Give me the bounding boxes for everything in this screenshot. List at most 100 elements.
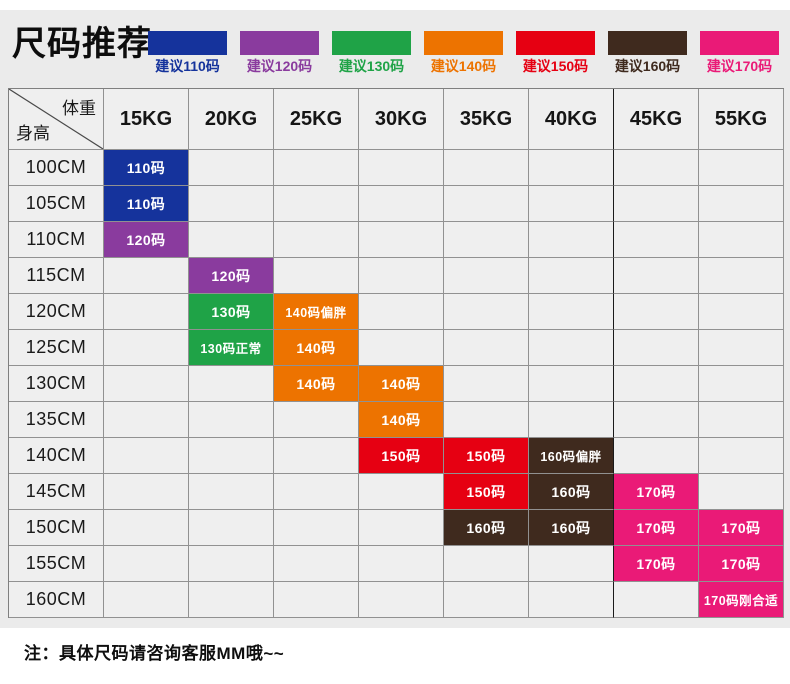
- empty-cell: [274, 546, 359, 582]
- size-table: 体重 身高 15KG 20KG 25KG 30KG 35KG 40KG 45KG 55KG 10…: [8, 88, 784, 618]
- weight-axis-label: 体重: [62, 99, 96, 118]
- weight-column-header: 45KG: [614, 89, 699, 150]
- empty-cell: [529, 186, 614, 222]
- empty-cell: [189, 582, 274, 618]
- corner-header-cell: 体重 身高: [9, 89, 104, 150]
- height-axis-label: 身高: [16, 124, 50, 143]
- legend-label: 建议110码: [155, 58, 220, 74]
- empty-cell: [189, 150, 274, 186]
- empty-cell: [699, 150, 784, 186]
- weight-column-header: 20KG: [189, 89, 274, 150]
- legend-color-swatch: [148, 31, 227, 55]
- empty-cell: [444, 150, 529, 186]
- diagonal-divider-line: [9, 89, 103, 149]
- empty-cell: [189, 474, 274, 510]
- empty-cell: [529, 546, 614, 582]
- empty-cell: [274, 438, 359, 474]
- empty-cell: [359, 330, 444, 366]
- empty-cell: [699, 330, 784, 366]
- legend-color-swatch: [700, 31, 779, 55]
- empty-cell: [359, 258, 444, 294]
- legend-item: 建议110码: [148, 31, 227, 74]
- empty-cell: [699, 474, 784, 510]
- height-row-label: 145CM: [9, 474, 104, 510]
- empty-cell: [104, 438, 189, 474]
- legend-item: 建议120码: [240, 31, 319, 74]
- legend-color-swatch: [516, 31, 595, 55]
- weight-column-header: 15KG: [104, 89, 189, 150]
- empty-cell: [359, 510, 444, 546]
- empty-cell: [359, 186, 444, 222]
- empty-cell: [529, 150, 614, 186]
- height-row-label: 140CM: [9, 438, 104, 474]
- empty-cell: [189, 510, 274, 546]
- height-row-label: 125CM: [9, 330, 104, 366]
- empty-cell: [699, 438, 784, 474]
- empty-cell: [444, 294, 529, 330]
- empty-cell: [104, 366, 189, 402]
- empty-cell: [444, 546, 529, 582]
- size-cell: 150码: [444, 474, 529, 510]
- weight-column-header: 55KG: [699, 89, 784, 150]
- size-cell: 140码: [359, 402, 444, 438]
- empty-cell: [614, 258, 699, 294]
- size-cell: 170码: [699, 510, 784, 546]
- empty-cell: [529, 294, 614, 330]
- size-cell: 150码: [444, 438, 529, 474]
- empty-cell: [444, 186, 529, 222]
- height-row-label: 110CM: [9, 222, 104, 258]
- empty-cell: [699, 222, 784, 258]
- empty-cell: [444, 258, 529, 294]
- height-row-label: 155CM: [9, 546, 104, 582]
- height-row-label: 150CM: [9, 510, 104, 546]
- empty-cell: [614, 222, 699, 258]
- legend-item: 建议170码: [700, 31, 779, 74]
- empty-cell: [189, 366, 274, 402]
- size-cell: 160码: [529, 474, 614, 510]
- empty-cell: [274, 402, 359, 438]
- footer-note: 注：具体尺码请咨询客服MM哦~~: [24, 644, 285, 663]
- empty-cell: [614, 294, 699, 330]
- size-cell: 120码: [189, 258, 274, 294]
- empty-cell: [614, 150, 699, 186]
- empty-cell: [104, 510, 189, 546]
- weight-column-header: 30KG: [359, 89, 444, 150]
- empty-cell: [699, 366, 784, 402]
- empty-cell: [104, 258, 189, 294]
- empty-cell: [189, 438, 274, 474]
- legend-item: 建议160码: [608, 31, 687, 74]
- size-cell: 140码: [359, 366, 444, 402]
- size-cell: 130码: [189, 294, 274, 330]
- empty-cell: [529, 330, 614, 366]
- height-row-label: 105CM: [9, 186, 104, 222]
- size-cell: 170码: [614, 546, 699, 582]
- height-row-label: 100CM: [9, 150, 104, 186]
- height-row-label: 130CM: [9, 366, 104, 402]
- size-cell: 160码: [529, 510, 614, 546]
- empty-cell: [359, 474, 444, 510]
- empty-cell: [529, 258, 614, 294]
- empty-cell: [274, 150, 359, 186]
- empty-cell: [274, 474, 359, 510]
- size-legend: 建议110码 建议120码 建议130码 建议140码 建议150码 建议160码 建议17…: [148, 31, 779, 74]
- empty-cell: [359, 150, 444, 186]
- empty-cell: [699, 186, 784, 222]
- empty-cell: [614, 402, 699, 438]
- empty-cell: [699, 402, 784, 438]
- empty-cell: [614, 366, 699, 402]
- size-cell: 110码: [104, 150, 189, 186]
- legend-item: 建议140码: [424, 31, 503, 74]
- size-cell: 140码: [274, 330, 359, 366]
- empty-cell: [444, 402, 529, 438]
- legend-label: 建议140码: [430, 58, 497, 74]
- empty-cell: [189, 186, 274, 222]
- size-cell: 110码: [104, 186, 189, 222]
- weight-column-header: 35KG: [444, 89, 529, 150]
- size-cell: 140码: [274, 366, 359, 402]
- height-row-label: 120CM: [9, 294, 104, 330]
- empty-cell: [104, 294, 189, 330]
- size-cell: 150码: [359, 438, 444, 474]
- empty-cell: [529, 582, 614, 618]
- empty-cell: [529, 222, 614, 258]
